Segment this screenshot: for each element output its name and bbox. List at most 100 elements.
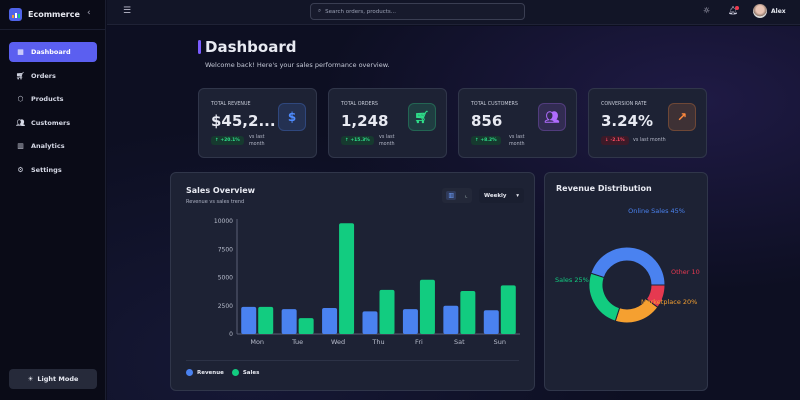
app-name: Ecommerce <box>28 10 80 19</box>
sidebar-item-orders[interactable]: 🛒︎ Orders <box>9 66 97 86</box>
y-tick-label: 5000 <box>218 275 233 282</box>
divider <box>186 360 519 361</box>
stat-value: 856 <box>471 112 503 130</box>
chevron-down-icon: ▾ <box>516 192 519 199</box>
light-mode-button[interactable]: ☀ Light Mode <box>9 369 97 389</box>
bar-chart-icon[interactable]: ▥ <box>446 191 457 200</box>
y-tick-label: 10000 <box>214 218 233 225</box>
x-tick-label: Fri <box>415 338 423 346</box>
stat-change-badge: ↑ +8.2% <box>471 136 501 145</box>
sidebar-item-label: Orders <box>31 71 56 80</box>
grid-icon: ▦ <box>17 48 24 56</box>
bell-icon[interactable]: 🔔︎ <box>728 6 739 15</box>
light-mode-label: Light Mode <box>37 375 79 383</box>
bar-sales[interactable] <box>419 279 435 334</box>
title-accent <box>198 40 201 54</box>
slice-label: Sales 25% <box>555 276 589 284</box>
slice-sales[interactable] <box>588 272 621 322</box>
bar-revenue[interactable] <box>362 311 378 334</box>
sidebar-item-label: Dashboard <box>31 48 71 56</box>
bar-revenue[interactable] <box>322 308 338 334</box>
search-placeholder: Search orders, products... <box>325 8 397 15</box>
notification-dot <box>735 6 739 10</box>
bar-sales[interactable] <box>258 306 274 334</box>
top-header: ☰ ⌕ Search orders, products... <box>107 0 800 25</box>
dollar-icon: $ <box>278 103 306 131</box>
sidebar: Ecommerce ‹ ▦ Dashboard 🛒︎ Orders ⬡ Product… <box>0 0 106 400</box>
x-tick-label: Wed <box>331 338 345 346</box>
stat-value: $45,2... <box>211 112 276 130</box>
stat-change-badge: ↑ +15.3% <box>341 136 374 145</box>
stat-label: TOTAL ORDERS <box>341 102 378 107</box>
menu-icon[interactable]: ☰ <box>123 6 132 16</box>
line-chart-icon[interactable]: ⌞ <box>464 192 468 199</box>
brand: Ecommerce <box>0 0 105 30</box>
bar-sales[interactable] <box>379 289 395 334</box>
x-tick-label: Mon <box>250 338 264 346</box>
page-title: Dashboard <box>205 38 297 56</box>
slice-label: Marketplace 20% <box>641 298 697 306</box>
user-name[interactable]: Alex <box>771 8 786 15</box>
sun-icon: ☀ <box>27 375 34 383</box>
sidebar-nav: ▦ Dashboard 🛒︎ Orders ⬡ Products 👥︎ Customer… <box>9 42 97 183</box>
stat-compare: vs last month <box>379 135 395 147</box>
bar-sales[interactable] <box>500 285 516 334</box>
stat-card: TOTAL CUSTOMERS 856 ↑ +8.2% vs last mont… <box>458 88 577 158</box>
sidebar-item-products[interactable]: ⬡ Products <box>9 89 97 109</box>
bar-revenue[interactable] <box>443 305 459 334</box>
slice-label: Online Sales 45% <box>628 207 685 215</box>
sidebar-item-analytics[interactable]: ▥ Analytics <box>9 136 97 156</box>
chart-legend: Revenue Sales <box>186 369 259 376</box>
sidebar-item-dashboard[interactable]: ▦ Dashboard <box>9 42 97 62</box>
slice-label: Other 10 <box>671 268 700 276</box>
sales-title: Sales Overview <box>186 186 256 195</box>
x-tick-label: Thu <box>371 338 384 346</box>
stat-value: 1,248 <box>341 112 389 130</box>
theme-toggle-icon[interactable]: ☼ <box>703 6 711 15</box>
sidebar-item-customers[interactable]: 👥︎ Customers <box>9 113 97 133</box>
cart-icon: 🛒︎ <box>16 71 25 80</box>
stat-label: TOTAL CUSTOMERS <box>471 102 518 107</box>
stat-change-badge: ↓ -2.1% <box>601 136 629 145</box>
main-content: Dashboard Welcome back! Here's your sale… <box>107 26 800 400</box>
stat-card: TOTAL REVENUE $45,2... ↑ +20.1% vs last … <box>198 88 317 158</box>
trending-up-icon: ↗ <box>668 103 696 131</box>
revenue-donut-chart: Online Sales 45% Other 10 Marketplace 20% S… <box>555 207 700 324</box>
sidebar-item-settings[interactable]: ⚙ Settings <box>9 160 97 180</box>
page-subtitle: Welcome back! Here's your sales performa… <box>205 61 390 69</box>
users-icon: 👥︎ <box>16 118 25 127</box>
logo-icon <box>9 8 22 21</box>
y-tick-label: 0 <box>229 331 233 338</box>
bar-revenue[interactable] <box>483 310 499 334</box>
period-select[interactable]: Weekly ▾ <box>479 188 524 203</box>
stat-compare: vs last month <box>633 138 666 143</box>
sidebar-item-label: Customers <box>31 118 71 127</box>
sidebar-item-label: Analytics <box>31 142 65 150</box>
avatar[interactable] <box>753 4 767 18</box>
x-tick-label: Tue <box>291 338 303 346</box>
stat-compare: vs last month <box>249 135 265 147</box>
period-value: Weekly <box>484 192 507 199</box>
stat-compare: vs last month <box>509 135 525 147</box>
bar-sales[interactable] <box>298 318 314 334</box>
bar-sales[interactable] <box>460 291 476 334</box>
search-input[interactable]: ⌕ Search orders, products... <box>310 3 525 20</box>
sidebar-item-label: Products <box>31 95 64 103</box>
revenue-distribution-card: Revenue Distribution Online Sales 45% Oth… <box>544 172 708 391</box>
chart-type-toggle: ▥ ⌞ <box>442 188 472 203</box>
y-tick-label: 7500 <box>218 246 233 253</box>
collapse-sidebar-icon[interactable]: ‹ <box>87 8 91 18</box>
stat-change-badge: ↑ +20.1% <box>211 136 244 145</box>
stat-label: TOTAL REVENUE <box>211 102 251 107</box>
bar-chart-icon: ▥ <box>17 142 24 150</box>
legend-sales[interactable]: Sales <box>231 369 259 376</box>
bar-revenue[interactable] <box>241 306 257 334</box>
sales-bar-chart: 0 2500 5000 7500 10000 Mon Tue Wed Thu Fri Sat Sun <box>214 218 520 346</box>
bar-revenue[interactable] <box>281 309 297 334</box>
bar-revenue[interactable] <box>402 309 418 334</box>
legend-revenue[interactable]: Revenue <box>186 369 224 376</box>
bar-sales[interactable] <box>339 223 355 334</box>
gear-icon: ⚙ <box>17 165 24 174</box>
cart-icon: 🛒︎ <box>408 103 436 131</box>
stat-label: CONVERSION RATE <box>601 102 647 107</box>
